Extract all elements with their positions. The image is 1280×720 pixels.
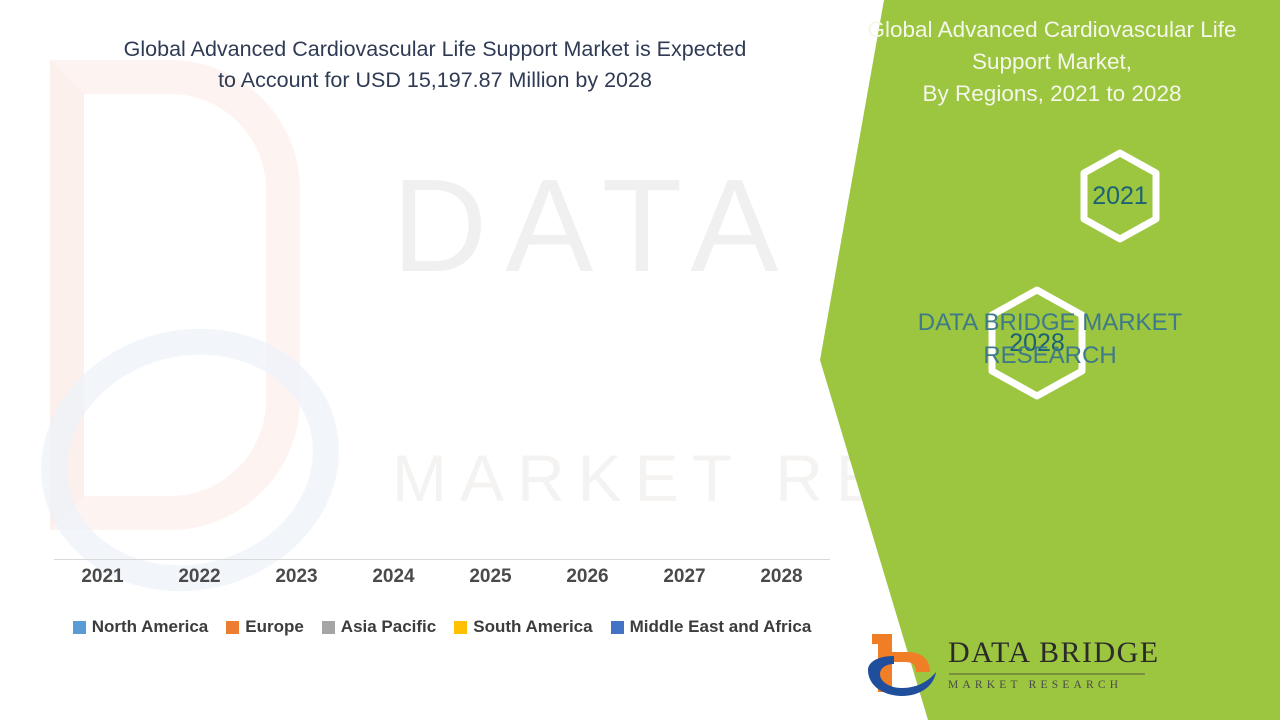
bar-column-2024 <box>346 152 442 560</box>
legend-item[interactable]: Asia Pacific <box>321 617 437 637</box>
legend-label: Europe <box>245 617 304 636</box>
x-axis-labels: 2021 2022 2023 2024 2025 2026 2027 2028 <box>54 566 830 588</box>
legend-item[interactable]: Middle East and Africa <box>610 617 812 637</box>
page-title-line-1: Global Advanced Cardiovascular Life Supp… <box>123 37 747 61</box>
legend-swatch-icon <box>321 620 335 634</box>
bar-column-2027 <box>637 152 733 560</box>
legend-swatch-icon <box>610 620 624 634</box>
bar-column-2021 <box>55 152 151 560</box>
x-axis-label-2028: 2028 <box>760 566 803 587</box>
legend-item[interactable]: North America <box>72 617 209 637</box>
bar-column-2025 <box>443 152 539 560</box>
chart-panel: Global Advanced Cardiovascular Life Supp… <box>40 34 830 637</box>
x-axis-label-2027: 2027 <box>663 566 706 587</box>
brand-panel-shape <box>820 0 1280 720</box>
bar-column-2026 <box>540 152 636 560</box>
legend-label: South America <box>473 617 593 636</box>
chart-legend: North America Europe Asia Pacific South Ame… <box>54 617 830 637</box>
x-axis-label-2022: 2022 <box>178 566 221 587</box>
bar-column-2028 <box>734 152 830 560</box>
x-axis-label-2024: 2024 <box>372 566 415 587</box>
x-axis-label-2026: 2026 <box>566 566 609 587</box>
x-axis-label-2023: 2023 <box>275 566 318 587</box>
legend-swatch-icon <box>72 620 86 634</box>
brand-panel <box>820 0 1280 720</box>
legend-item[interactable]: Europe <box>226 617 304 637</box>
page-title-line-2: to Account for USD 15,197.87 Million by … <box>218 68 652 93</box>
page-title: Global Advanced Cardiovascular Life Supp… <box>40 34 830 96</box>
bar-column-2023 <box>249 152 345 560</box>
legend-label: North America <box>91 617 209 636</box>
legend-label: Middle East and Africa <box>629 617 812 636</box>
legend-swatch-icon <box>454 620 468 634</box>
legend-swatch-icon <box>226 620 240 634</box>
bar-column-2022 <box>152 152 248 560</box>
stacked-bar-chart <box>54 150 830 560</box>
x-axis-line <box>54 559 830 560</box>
bar-group <box>54 152 830 560</box>
x-axis-label-2021: 2021 <box>81 566 124 587</box>
x-axis-label-2025: 2025 <box>469 566 512 587</box>
legend-label: Asia Pacific <box>340 617 437 636</box>
legend-item[interactable]: South America <box>454 617 593 637</box>
